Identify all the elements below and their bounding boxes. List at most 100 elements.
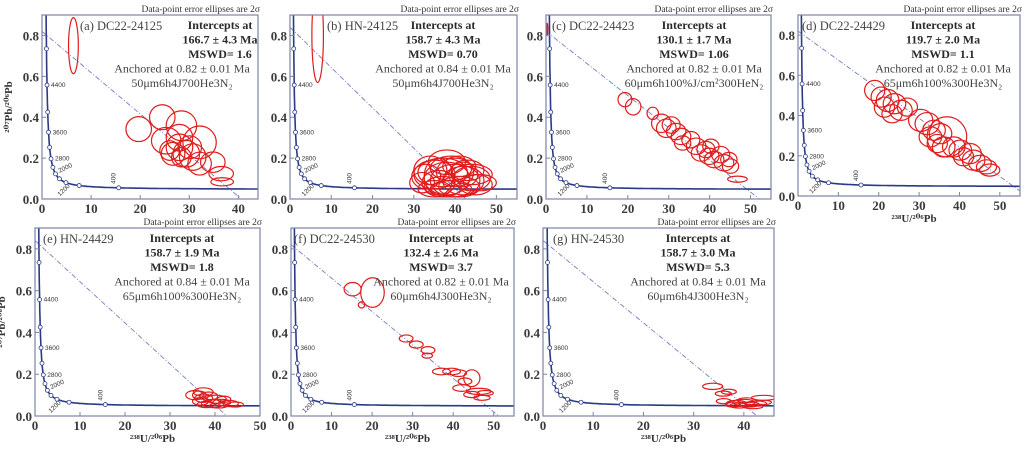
analysis-conditions: 60μm6h100%J/cm²300HeN₂ — [625, 76, 764, 90]
intercept-age: 119.7 ± 2.0 Ma — [906, 33, 980, 47]
concordia-age-label: 3600 — [555, 129, 570, 136]
anchored-value: Anchored at 0.84 ± 0.01 Ma — [375, 62, 511, 76]
x-tick-label: 50 — [254, 418, 267, 433]
x-tick-label: 40 — [232, 201, 245, 216]
error-ellipse — [670, 127, 692, 146]
error-ellipse — [148, 104, 176, 131]
concordia-age-label: 4400 — [44, 297, 59, 304]
concordia-age-marker — [44, 46, 49, 52]
concordia-age-marker — [302, 176, 308, 182]
error-ellipse — [881, 104, 903, 124]
concordia-age-label: 1200 — [808, 180, 823, 195]
x-tick-label: 30 — [183, 201, 196, 216]
concordia-age-marker — [352, 185, 357, 191]
anchored-value: Anchored at 0.82 ± 0.01 Ma — [626, 62, 762, 76]
plot-frame — [542, 227, 775, 417]
error-ellipse — [702, 382, 724, 391]
y-tick-label: 0.2 — [524, 367, 540, 382]
anchored-value: Anchored at 0.82 ± 0.01 Ma — [875, 62, 1011, 76]
y-tick-label: 0.6 — [524, 284, 541, 299]
concordia-age-marker — [294, 360, 300, 366]
x-tick-label: 50 — [487, 418, 500, 433]
analysis-conditions: 65μm6h100%300He3N₂ — [884, 76, 1003, 90]
concordia-age-marker — [37, 297, 42, 302]
mswd: MSWD= 1.06 — [659, 47, 729, 61]
error-ellipse — [210, 177, 235, 187]
concordia-age-marker — [44, 387, 50, 393]
concordia-age-label: 2800 — [809, 153, 824, 160]
concordia-age-marker — [549, 144, 555, 150]
x-tick-label: 30 — [164, 418, 177, 433]
concordia-age-marker — [548, 109, 554, 115]
error-ellipse-note: Data-point error ellipses are 2σ — [654, 5, 773, 15]
x-tick-label: 30 — [407, 201, 420, 216]
x-tick-label: 30 — [913, 198, 926, 213]
concordia-age-marker — [48, 392, 54, 398]
concordia-age-marker — [66, 399, 72, 405]
y-axis-label: ²⁰⁷Pb/²⁰⁶Pb — [3, 81, 15, 133]
mswd: MSWD= 1.8 — [150, 260, 214, 274]
concordia-age-marker — [351, 402, 357, 407]
panel-label: (f) DC22-24530 — [294, 232, 375, 246]
x-tick-label: 10 — [74, 418, 87, 433]
analysis-conditions: 60μm6h4J300He3N₂ — [390, 289, 491, 303]
concordia-age-marker — [551, 381, 557, 387]
concordia-age-marker — [801, 142, 807, 148]
analysis-conditions: 60μm6h4J300He3N₂ — [647, 289, 748, 303]
concordia-age-label: 3600 — [300, 345, 315, 352]
concordia-age-marker — [545, 260, 550, 265]
concordia-age-marker — [302, 392, 308, 398]
concordia-age-label: 2800 — [558, 156, 573, 163]
mswd: MSWD= 1.6 — [188, 47, 252, 61]
error-ellipse — [928, 122, 953, 145]
concordia-age-marker — [292, 297, 298, 302]
error-ellipse — [720, 388, 737, 395]
error-ellipse — [864, 79, 886, 102]
concordia-age-marker — [607, 185, 613, 191]
x-tick-label: 40 — [737, 418, 750, 433]
y-tick-label: 0.8 — [779, 28, 796, 43]
concordia-age-label: 1200 — [556, 183, 571, 198]
mswd: MSWD= 5.3 — [666, 260, 730, 274]
error-ellipse — [873, 96, 896, 118]
y-tick-label: 0.6 — [23, 69, 40, 84]
error-ellipse — [191, 390, 207, 400]
error-ellipse — [208, 165, 235, 182]
concordia-age-label: 4400 — [298, 82, 313, 89]
error-ellipse — [417, 179, 452, 198]
panel-label: (g) HN-24530 — [553, 232, 624, 246]
concordia-age-label: 2800 — [47, 372, 62, 379]
anchored-value: Anchored at 0.82 ± 0.01 Ma — [114, 62, 250, 76]
x-tick-label: 40 — [209, 418, 222, 433]
concordia-age-marker — [547, 82, 553, 88]
concordia-age-marker — [565, 396, 570, 402]
y-tick-label: 0.4 — [23, 110, 40, 125]
concordia-age-marker — [294, 345, 299, 351]
concordia-age-marker — [47, 144, 53, 150]
concordia-age-marker — [574, 183, 580, 188]
concordia-age-marker — [554, 171, 560, 177]
y-tick-label: 0.0 — [524, 409, 540, 424]
concordia-age-label: 4400 — [552, 297, 567, 304]
concordia-age-marker — [307, 180, 313, 186]
x-tick-label: 40 — [449, 201, 462, 216]
error-ellipse — [870, 86, 892, 108]
concordia-age-marker — [293, 324, 299, 330]
y-tick-label: 0.2 — [16, 367, 32, 382]
concordia-age-marker — [294, 144, 299, 150]
concordia-age-label: 1200 — [558, 399, 573, 414]
error-ellipse — [703, 150, 725, 169]
concordia-age-label: 4400 — [51, 82, 66, 89]
concordia-age-label: 1200 — [56, 183, 71, 198]
panel-label: (c) DC22-24423 — [552, 19, 634, 33]
x-tick-label: 0 — [540, 418, 547, 433]
plot-frame — [289, 14, 518, 200]
concordia-age-marker — [54, 396, 60, 402]
concordia-age-marker — [551, 156, 556, 162]
